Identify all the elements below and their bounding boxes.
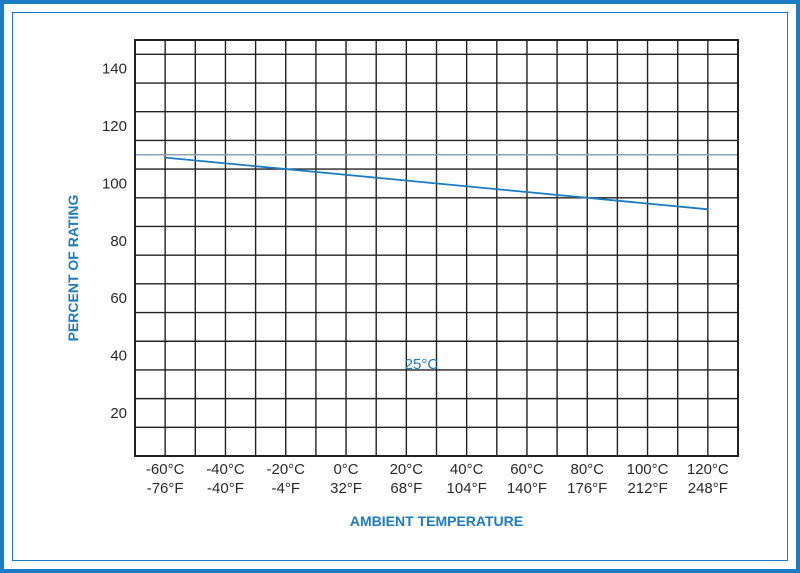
y-tick-label: 40 xyxy=(110,348,127,365)
x-tick-label-fahrenheit: 68°F xyxy=(390,480,422,497)
y-tick-label: 120 xyxy=(102,118,127,135)
x-axis-label: AMBIENT TEMPERATURE xyxy=(350,513,523,529)
y-tick-label: 100 xyxy=(102,175,127,192)
y-tick-label: 80 xyxy=(110,233,127,250)
x-tick-label-fahrenheit: 140°F xyxy=(507,480,547,497)
x-tick-label-celsius: -60°C xyxy=(146,461,185,478)
x-tick-label-fahrenheit: 248°F xyxy=(688,480,728,497)
grid xyxy=(135,40,738,456)
x-tick-label-fahrenheit: -40°F xyxy=(207,480,244,497)
x-tick-label-celsius: 20°C xyxy=(390,461,424,478)
y-tick-label: 60 xyxy=(110,290,127,307)
x-tick-label-celsius: 60°C xyxy=(510,461,544,478)
x-tick-label-celsius: 120°C xyxy=(687,461,729,478)
x-tick-label-celsius: -20°C xyxy=(266,461,305,478)
y-tick-label: 20 xyxy=(110,405,127,422)
x-tick-label-fahrenheit: 104°F xyxy=(447,480,487,497)
y-tick-labels: 20 40 60 80 100 120 140 xyxy=(102,61,127,422)
x-tick-label-fahrenheit: -76°F xyxy=(147,480,184,497)
x-tick-label-celsius: 0°C xyxy=(333,461,358,478)
x-tick-label-fahrenheit: -4°F xyxy=(272,480,301,497)
x-tick-label-celsius: 80°C xyxy=(570,461,604,478)
x-tick-label-celsius: -40°C xyxy=(206,461,245,478)
series-line xyxy=(165,156,708,211)
x-tick-labels: -60°C -76°F -40°C -40°F -20°C -4°F 0°C 32°F 20°C… xyxy=(146,461,729,497)
y-tick-label: 140 xyxy=(102,61,127,78)
x-tick-label-fahrenheit: 176°F xyxy=(567,480,607,497)
x-tick-label-fahrenheit: 212°F xyxy=(627,480,667,497)
temperature-annotation: 25°C xyxy=(405,356,439,373)
x-tick-label-fahrenheit: 32°F xyxy=(330,480,362,497)
series-group xyxy=(165,156,708,211)
x-tick-label-celsius: 100°C xyxy=(627,461,669,478)
x-tick-label-celsius: 40°C xyxy=(450,461,484,478)
chart-frame-inner xyxy=(12,12,788,561)
y-axis-label: PERCENT OF RATING xyxy=(65,195,81,342)
plot-border xyxy=(134,39,739,457)
